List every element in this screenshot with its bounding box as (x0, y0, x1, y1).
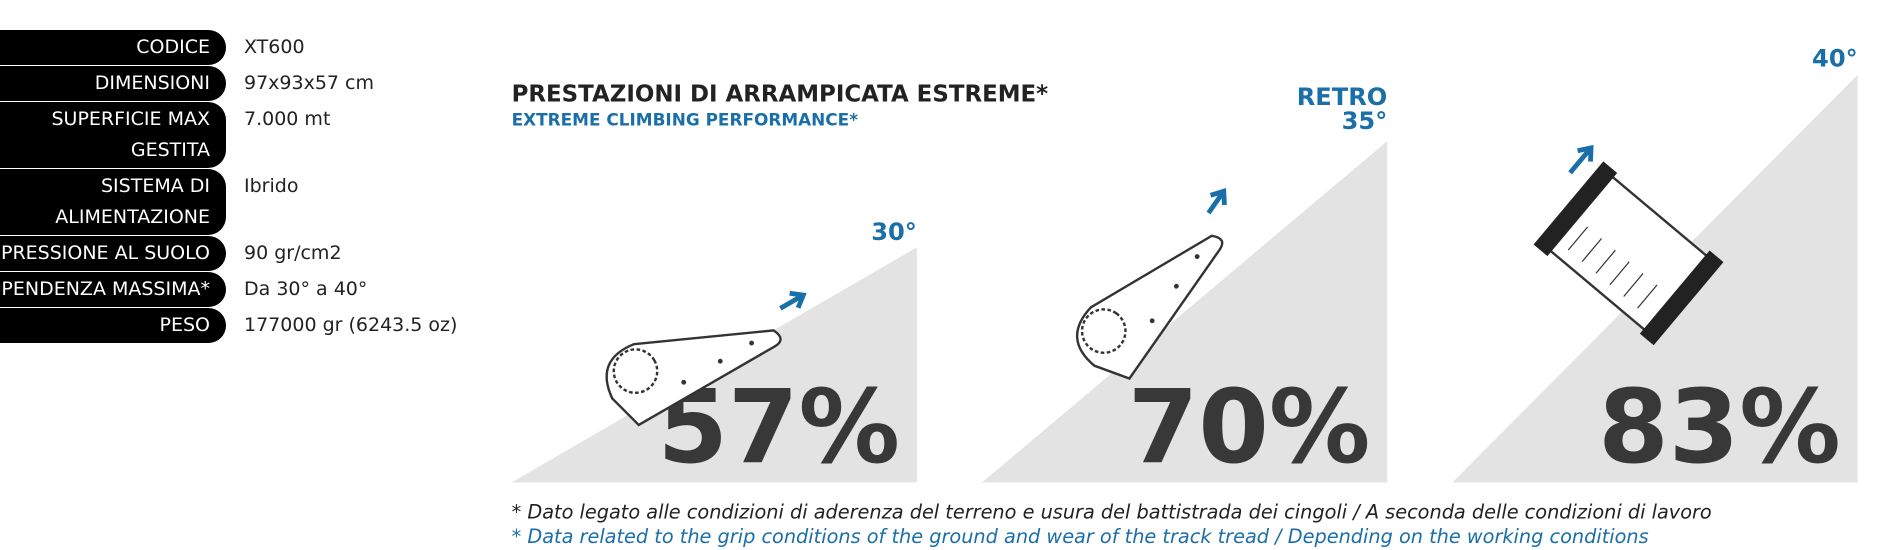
robot-bolt (1173, 283, 1179, 289)
spec-label: PESO (0, 308, 226, 343)
spec-value: 7.000 mt (244, 108, 331, 130)
spec-row: PESO 177000 gr (6243.5 oz) (0, 308, 470, 343)
spec-value: 177000 gr (6243.5 oz) (244, 314, 458, 336)
subtitle: EXTREME CLIMBING PERFORMANCE* (512, 109, 859, 129)
spec-row: SISTEMA DI ALIMENTAZIONE Ibrido (0, 169, 470, 235)
spec-label: PENDENZA MASSIMA* (0, 272, 226, 307)
spec-row: SUPERFICIE MAX GESTITA 7.000 mt (0, 102, 470, 168)
robot-bolt (717, 358, 723, 364)
spec-value: XT600 (244, 36, 305, 58)
title: PRESTAZIONI DI ARRAMPICATA ESTREME* (512, 81, 1049, 107)
spec-row: PRESSIONE AL SUOLO 90 gr/cm2 (0, 236, 470, 271)
direction-arrow (1206, 188, 1227, 215)
robot-tread (1567, 226, 1589, 251)
robot-tread (1637, 284, 1658, 309)
robot-bolt (749, 340, 755, 346)
robot-tread (1623, 273, 1644, 297)
spec-label: CODICE (0, 30, 226, 65)
spec-label: SISTEMA DI ALIMENTAZIONE (0, 169, 226, 235)
spec-label: DIMENSIONI (0, 66, 226, 101)
spec-table: CODICE XT600 DIMENSIONI 97x93x57 cm SUPERFIC… (0, 30, 470, 344)
mode-label: RETRO (1297, 83, 1388, 111)
robot-gear (612, 348, 659, 395)
spec-row: DIMENSIONI 97x93x57 cm (0, 66, 470, 101)
spec-row: PENDENZA MASSIMA* Da 30° a 40° (0, 272, 470, 307)
robot-bolt (1194, 254, 1200, 259)
angle-label: 40° (1812, 44, 1858, 72)
note: * Data related to the grip conditions of… (512, 525, 1649, 548)
spec-value: 90 gr/cm2 (244, 242, 342, 264)
direction-arrow (779, 290, 807, 311)
robot-tread (1595, 249, 1616, 274)
note: * Dato legato alle condizioni di aderenz… (512, 501, 1712, 524)
robot-tread (1609, 261, 1630, 286)
slope (982, 141, 1388, 483)
percent: 83% (1598, 368, 1840, 486)
spec-label: SUPERFICIE MAX GESTITA (0, 102, 226, 168)
robot-tread (1581, 238, 1602, 263)
robot-bolt (681, 379, 687, 385)
spec-value: Ibrido (244, 175, 299, 197)
spec-value: 97x93x57 cm (244, 72, 375, 94)
robot (1533, 144, 1724, 346)
robot (605, 290, 807, 427)
angle-label: 30° (871, 218, 917, 246)
spec-label: PRESSIONE AL SUOLO (0, 236, 226, 271)
percent: 70% (1128, 368, 1370, 486)
robot (1075, 188, 1227, 380)
robot-bolt (1149, 318, 1155, 324)
direction-arrow (1568, 144, 1594, 175)
spec-row: CODICE XT600 (0, 30, 470, 65)
robot-track (1533, 161, 1618, 257)
robot-track (1639, 250, 1724, 346)
angle-label: 35° (1342, 107, 1388, 135)
spec-value: Da 30° a 40° (244, 278, 368, 300)
robot-gear (1080, 308, 1127, 354)
